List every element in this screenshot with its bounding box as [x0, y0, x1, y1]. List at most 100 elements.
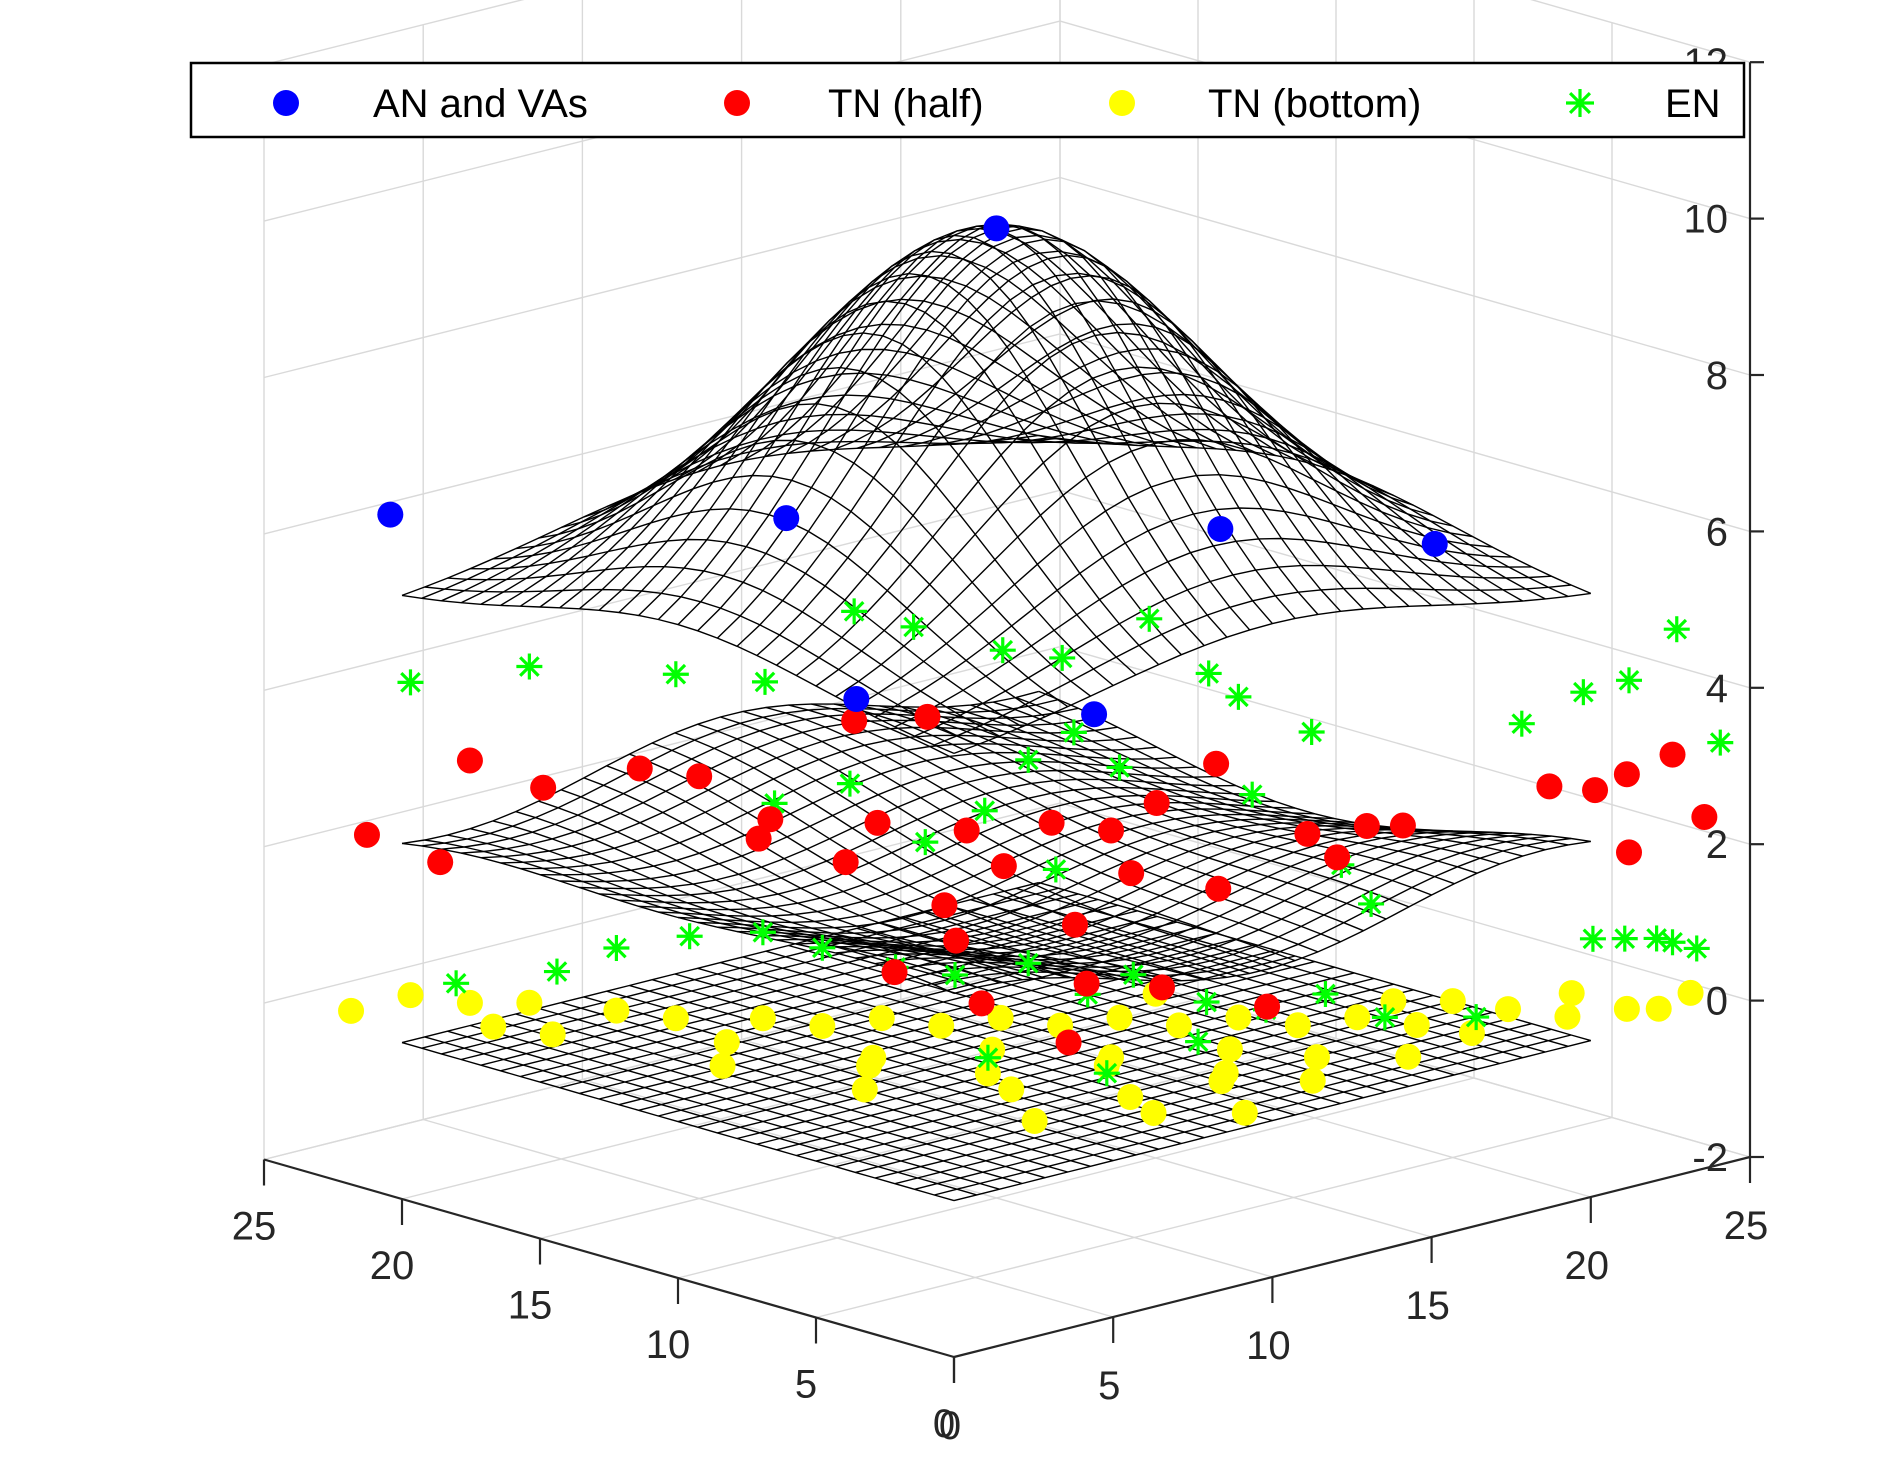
legend-item-tn-bottom: TN (bottom)	[1109, 82, 1421, 126]
z-tick-label: 4	[1706, 667, 1728, 711]
series-tn-half	[353, 703, 1718, 1056]
data-point	[1389, 812, 1416, 839]
data-point	[1358, 890, 1385, 917]
data-point	[1659, 741, 1686, 768]
data-point	[516, 989, 543, 1016]
data-point	[841, 707, 868, 734]
grid-line	[263, 0, 525, 66]
mesh-line	[811, 254, 1364, 610]
data-point	[1353, 812, 1380, 839]
data-point	[1061, 911, 1088, 938]
mesh-line	[579, 769, 1217, 890]
data-point	[1193, 989, 1220, 1016]
grid-line	[741, 1038, 1432, 1238]
data-point	[841, 598, 868, 625]
data-point	[757, 806, 784, 833]
data-point	[676, 923, 703, 950]
mesh-line	[1038, 690, 1591, 843]
data-point	[1117, 1084, 1144, 1110]
data-point	[443, 970, 470, 997]
legend-marker	[273, 90, 299, 116]
legend-item-an-and-vas: AN and VAs	[273, 82, 588, 126]
mesh-line	[993, 701, 1546, 851]
mesh-line	[559, 298, 1197, 609]
data-point	[516, 653, 543, 680]
legend-marker	[1566, 89, 1594, 117]
data-point	[338, 997, 365, 1024]
mesh-line	[441, 707, 1079, 850]
data-point	[1558, 980, 1585, 1007]
mesh-line	[924, 910, 1478, 1070]
data-point	[377, 501, 404, 528]
legend-label: EN	[1665, 82, 1721, 126]
data-point	[1707, 729, 1734, 756]
mesh-line	[1038, 434, 1592, 595]
data-point	[626, 755, 653, 782]
data-point	[1536, 773, 1563, 800]
mesh-line	[742, 223, 1296, 619]
data-point	[1143, 790, 1170, 817]
legend-box	[189, 61, 1746, 139]
data-point	[530, 774, 557, 801]
data-point	[1645, 995, 1672, 1022]
mesh-line	[879, 323, 1433, 607]
data-point	[912, 829, 939, 856]
data-point	[1439, 988, 1466, 1015]
data-point	[1312, 981, 1339, 1007]
data-point	[1659, 929, 1686, 956]
x-tick-label: 20	[1565, 1244, 1610, 1288]
mesh-line	[421, 698, 1059, 847]
data-point	[809, 1013, 836, 1039]
legend-marker	[1109, 90, 1135, 116]
grid-line	[263, 176, 1061, 379]
mesh-line	[788, 704, 1341, 943]
data-point	[1106, 754, 1133, 781]
data-point	[1554, 1003, 1581, 1030]
x-tick-label: 25	[1724, 1204, 1769, 1248]
legend-item-tn-half: TN (half)	[724, 82, 984, 126]
data-point	[752, 668, 778, 695]
legend-item-en: EN	[1566, 82, 1721, 126]
data-point	[1239, 781, 1266, 808]
mesh-line	[599, 778, 1236, 897]
data-point	[1299, 1067, 1326, 1094]
mesh-line	[742, 710, 1296, 962]
mesh-line	[539, 323, 1177, 608]
data-point	[1294, 820, 1321, 847]
data-point	[1582, 777, 1609, 804]
z-tick-label: -2	[1692, 1136, 1728, 1180]
data-point	[900, 613, 927, 640]
data-point	[1254, 993, 1281, 1020]
data-point	[353, 821, 380, 848]
mesh-line	[461, 716, 1099, 854]
data-point	[709, 1052, 736, 1079]
data-point	[1015, 950, 1042, 977]
mesh-line	[520, 742, 1158, 870]
data-point	[868, 1005, 895, 1032]
y-tick-label: 10	[646, 1323, 691, 1367]
grid-line	[423, 1118, 1114, 1318]
data-point	[539, 1021, 566, 1048]
data-point	[1042, 856, 1069, 883]
grid-line	[900, 998, 1591, 1198]
axes: -202468101205101520250510152025	[232, 41, 1769, 1448]
mesh-line	[925, 371, 1478, 605]
data-point	[1093, 1060, 1120, 1087]
data-point	[1463, 1004, 1490, 1031]
mesh-line	[500, 734, 1138, 864]
mesh-line	[947, 904, 1500, 1065]
data-point	[1038, 809, 1065, 836]
data-point	[749, 919, 776, 946]
data-point	[1458, 1019, 1485, 1046]
data-point	[851, 1076, 878, 1103]
data-point	[427, 849, 454, 876]
mesh-line	[618, 238, 1256, 614]
mesh-line	[811, 703, 1364, 932]
mesh-line	[618, 786, 1256, 904]
data-point	[1395, 1043, 1422, 1070]
data-point	[1205, 875, 1232, 902]
mesh-line	[539, 921, 1177, 1083]
mesh-line	[970, 704, 1523, 857]
z-tick-label: 6	[1706, 510, 1728, 554]
